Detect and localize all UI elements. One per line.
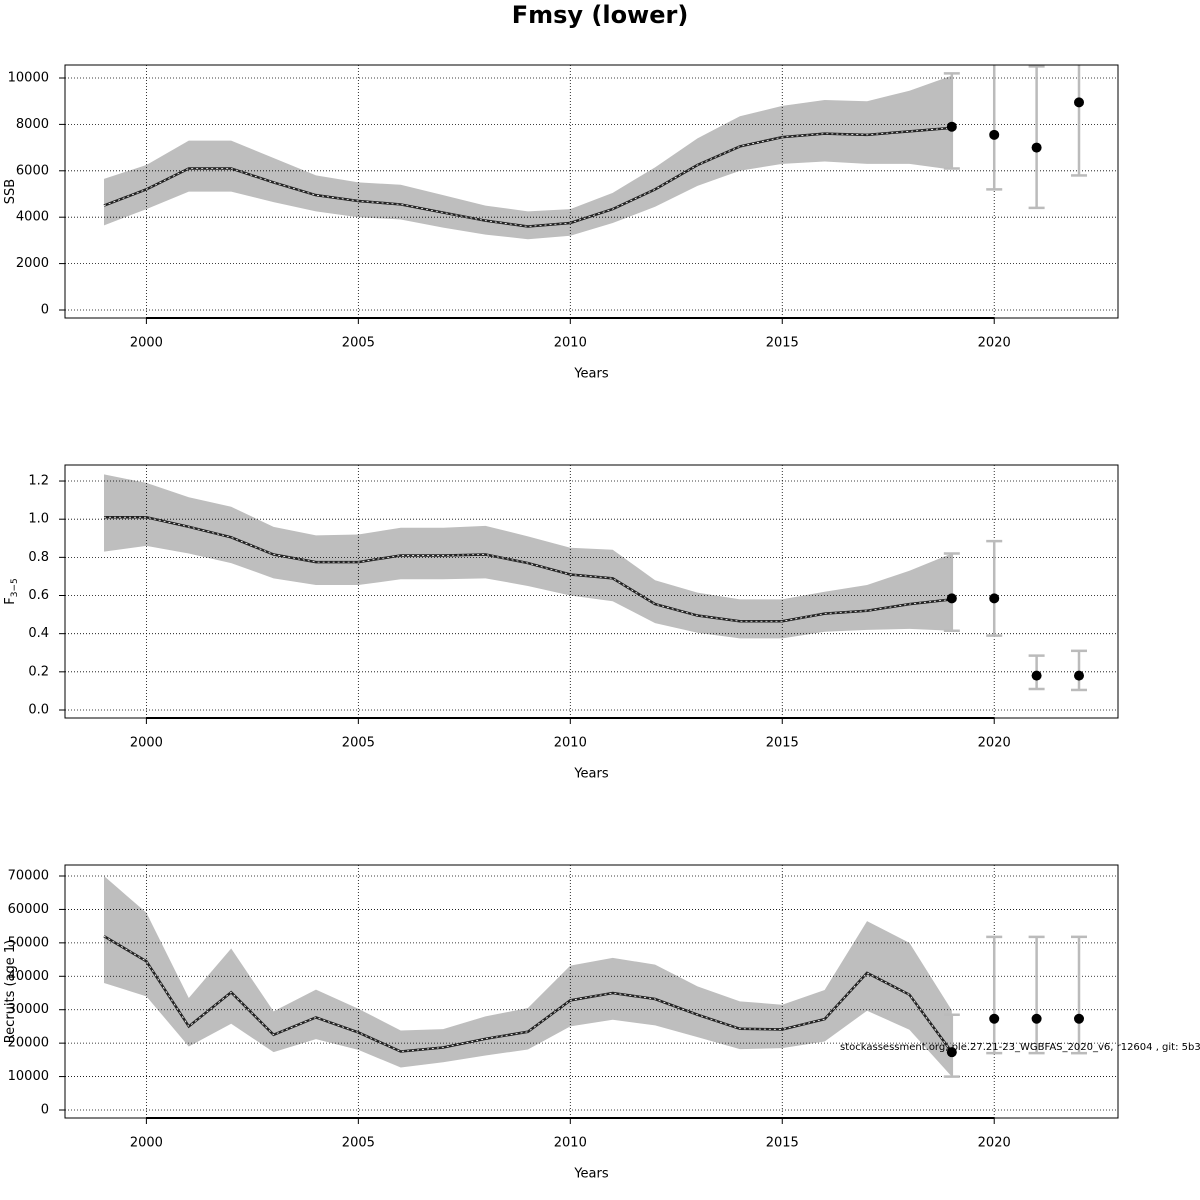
y-tick-label: 30000 xyxy=(8,1002,49,1017)
y-tick-label: 0.4 xyxy=(28,626,49,641)
x-tick-label: 2015 xyxy=(766,336,799,351)
y-tick-label: 0.0 xyxy=(28,702,49,717)
y-axis-label: Recruits (age 1) xyxy=(3,940,18,1044)
y-tick-label: 2000 xyxy=(16,256,49,271)
estimate-line-dash xyxy=(103,935,953,1053)
point xyxy=(1031,1013,1042,1024)
plot-area xyxy=(65,65,1118,318)
y-tick-label: 10000 xyxy=(8,70,49,85)
error-bar xyxy=(986,935,1003,1055)
y-tick-label: 20000 xyxy=(8,1036,49,1051)
x-tick-label: 2005 xyxy=(342,1136,375,1151)
y-tick-label: 8000 xyxy=(16,117,49,132)
y-axis-label-main: F xyxy=(3,597,18,604)
x-tick-label: 2005 xyxy=(342,336,375,351)
error-bar xyxy=(1028,935,1045,1055)
error-bar xyxy=(943,552,960,633)
y-tick-label: 60000 xyxy=(8,902,49,917)
x-tick-label: 2020 xyxy=(978,736,1011,751)
panel: 0 10000 20000 30000 40000 50000 60000 70000 2000… xyxy=(3,864,1119,1182)
y-axis-label-main: Recruits (age 1) xyxy=(3,940,18,1044)
error-bar xyxy=(986,539,1003,637)
panel: 0.0 0.2 0.4 0.6 0.8 1.0 1.2 2000 2005 2010 2015 202… xyxy=(3,464,1119,782)
x-tick-label: 2020 xyxy=(978,1136,1011,1151)
error-bar xyxy=(1071,649,1087,692)
plot-area xyxy=(65,865,1118,1118)
point xyxy=(1031,670,1042,681)
y-tick-label: 0 xyxy=(41,302,49,317)
x-axis-label: Years xyxy=(573,367,609,382)
x-tick-label: 2015 xyxy=(766,736,799,751)
x-tick-label: 2010 xyxy=(554,736,587,751)
y-tick-label: 70000 xyxy=(8,868,49,883)
plot-area xyxy=(65,465,1118,718)
point xyxy=(1031,142,1042,153)
y-tick-label: 10000 xyxy=(8,1069,49,1084)
point xyxy=(1074,670,1084,681)
y-tick-label: 1.0 xyxy=(28,512,49,527)
footnote: stockassessment.org, ple.27.21-23_WGBFAS… xyxy=(840,1042,1200,1053)
x-tick-label: 2010 xyxy=(554,1136,587,1151)
confidence-band xyxy=(104,474,952,639)
error-bar xyxy=(1028,65,1045,210)
chart-title: Fmsy (lower) xyxy=(512,1,689,29)
error-bar xyxy=(943,1013,960,1078)
y-tick-label: 1.2 xyxy=(28,474,49,489)
y-tick-label: 40000 xyxy=(8,969,49,984)
y-axis-label: SSB xyxy=(3,179,18,204)
y-tick-label: 0.8 xyxy=(28,550,49,565)
point xyxy=(989,129,1000,140)
estimate-line xyxy=(103,126,952,228)
x-tick-label: 2000 xyxy=(130,336,163,351)
estimate-line-dash xyxy=(104,516,952,622)
panel: 0 2000 4000 6000 8000 10000 2000 2005 2010 2015 20… xyxy=(3,64,1119,382)
point xyxy=(1074,97,1084,108)
y-tick-label: 4000 xyxy=(16,210,49,225)
x-tick-label: 2010 xyxy=(554,336,587,351)
x-tick-label: 2000 xyxy=(130,1136,163,1151)
point xyxy=(946,593,957,604)
y-axis-label-subscript: 3−5 xyxy=(10,578,20,597)
y-tick-label: 0.2 xyxy=(28,664,49,679)
error-bar xyxy=(943,72,960,170)
x-axis-label: Years xyxy=(573,1167,609,1182)
point xyxy=(946,1047,957,1058)
y-tick-label: 6000 xyxy=(16,163,49,178)
y-axis-label-main: SSB xyxy=(3,179,18,204)
x-axis-label: Years xyxy=(573,767,609,782)
error-bar xyxy=(1071,935,1087,1055)
confidence-band xyxy=(104,875,952,1077)
point xyxy=(946,121,957,132)
x-tick-label: 2015 xyxy=(766,1136,799,1151)
x-tick-label: 2000 xyxy=(130,736,163,751)
confidence-band xyxy=(104,75,952,240)
y-tick-label: 0 xyxy=(41,1103,49,1118)
point xyxy=(989,593,1000,604)
error-bar xyxy=(1071,65,1087,177)
error-bar xyxy=(986,65,1003,191)
point xyxy=(989,1013,1000,1024)
y-tick-label: 50000 xyxy=(8,935,49,950)
y-tick-label: 0.6 xyxy=(28,588,49,603)
point xyxy=(1074,1013,1084,1024)
x-tick-label: 2020 xyxy=(978,336,1011,351)
y-axis-label: F3−5 xyxy=(3,578,20,604)
x-tick-label: 2005 xyxy=(342,736,375,751)
